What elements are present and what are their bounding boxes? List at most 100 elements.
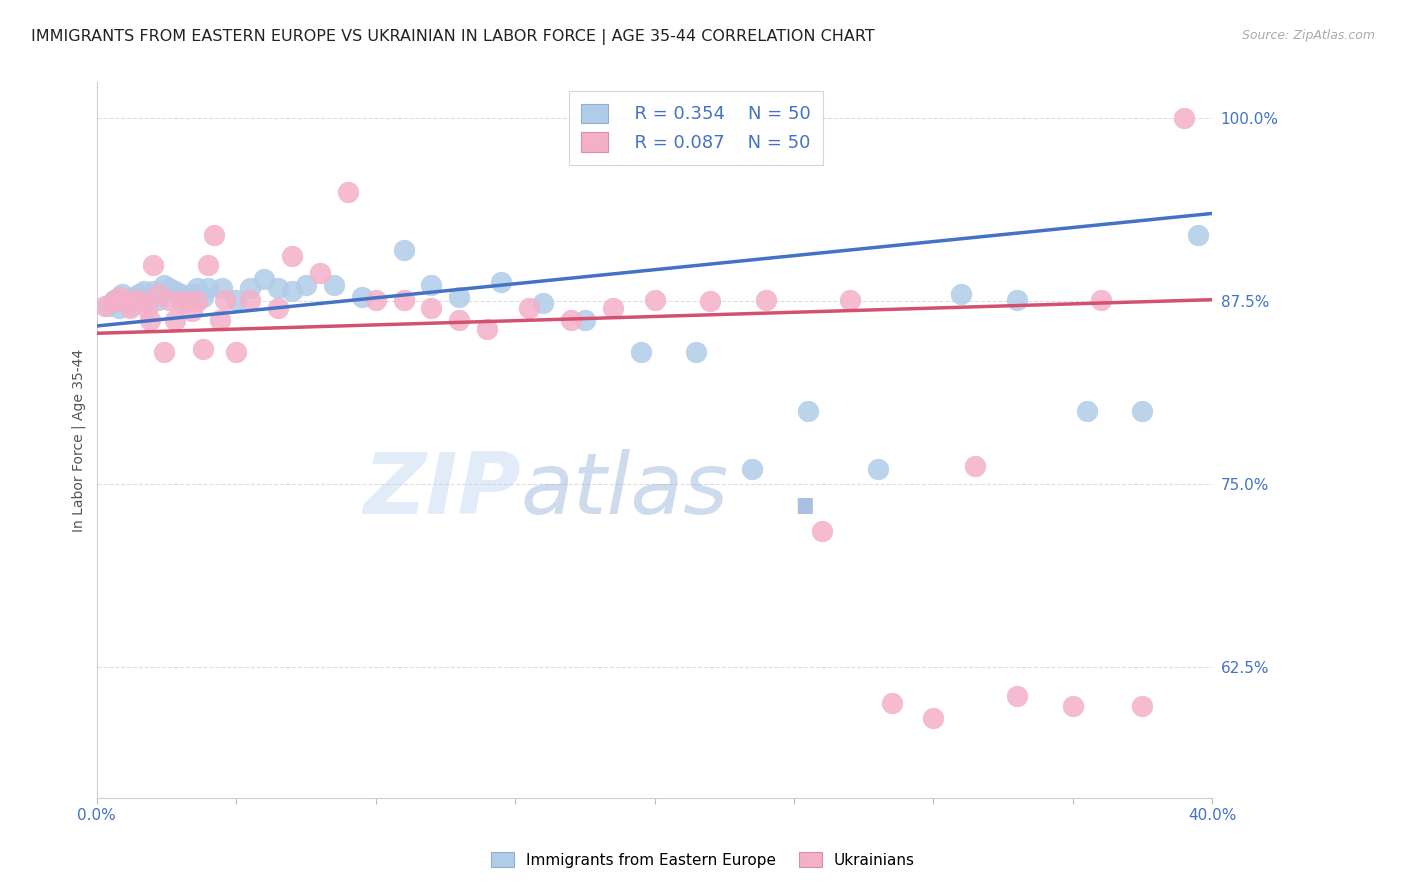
Point — [267, 301, 290, 316]
Point — [225, 345, 247, 359]
Point — [309, 266, 332, 280]
Point — [392, 243, 415, 257]
Legend:   R = 0.354    N = 50,   R = 0.087    N = 50: R = 0.354 N = 50, R = 0.087 N = 50 — [569, 91, 824, 165]
Point — [350, 290, 373, 304]
Point — [741, 462, 763, 476]
Point — [477, 322, 499, 336]
Point — [122, 290, 145, 304]
Point — [120, 301, 142, 316]
Y-axis label: In Labor Force | Age 35-44: In Labor Force | Age 35-44 — [72, 349, 86, 532]
Point — [103, 293, 125, 307]
Point — [139, 290, 162, 304]
Point — [1005, 293, 1028, 307]
Point — [281, 249, 304, 263]
Point — [174, 294, 197, 309]
Point — [336, 185, 359, 199]
Text: atlas: atlas — [520, 449, 728, 532]
Point — [128, 286, 150, 301]
Point — [1173, 112, 1195, 126]
Point — [163, 313, 186, 327]
Point — [1132, 403, 1154, 417]
Point — [950, 286, 973, 301]
Point — [186, 281, 208, 295]
Point — [125, 294, 148, 309]
Point — [489, 275, 512, 289]
Point — [685, 345, 707, 359]
Point — [239, 281, 262, 295]
Point — [142, 284, 165, 298]
Point — [602, 301, 624, 316]
Point — [103, 294, 125, 309]
Point — [131, 293, 153, 307]
Point — [197, 281, 219, 295]
Point — [1062, 698, 1084, 713]
Point — [131, 294, 153, 309]
Point — [152, 345, 174, 359]
Text: Source: ZipAtlas.com: Source: ZipAtlas.com — [1241, 29, 1375, 42]
Point — [120, 299, 142, 313]
Point — [644, 293, 666, 307]
Point — [1005, 689, 1028, 703]
Point — [169, 294, 191, 309]
Point — [420, 278, 443, 293]
Point — [97, 299, 120, 313]
Point — [449, 313, 471, 327]
Point — [108, 301, 131, 316]
Point — [214, 293, 236, 307]
Point — [125, 293, 148, 307]
Point — [295, 278, 318, 293]
Point — [157, 281, 180, 295]
Point — [392, 293, 415, 307]
Point — [142, 258, 165, 272]
Point — [139, 313, 162, 327]
Point — [281, 284, 304, 298]
Point — [148, 286, 170, 301]
Point — [108, 290, 131, 304]
Point — [922, 711, 945, 725]
Point — [574, 313, 596, 327]
Text: IMMIGRANTS FROM EASTERN EUROPE VS UKRAINIAN IN LABOR FORCE | AGE 35-44 CORRELATI: IMMIGRANTS FROM EASTERN EUROPE VS UKRAIN… — [31, 29, 875, 45]
Point — [197, 258, 219, 272]
Point — [811, 524, 834, 538]
Point — [180, 304, 202, 318]
Point — [420, 301, 443, 316]
Point — [208, 313, 231, 327]
Point — [253, 272, 276, 286]
Point — [1090, 293, 1112, 307]
Point — [1076, 403, 1098, 417]
Legend: Immigrants from Eastern Europe, Ukrainians: Immigrants from Eastern Europe, Ukrainia… — [485, 846, 921, 873]
Point — [755, 293, 778, 307]
Point — [364, 293, 387, 307]
Point — [157, 293, 180, 307]
Point — [560, 313, 582, 327]
Point — [117, 293, 139, 307]
Point — [111, 286, 134, 301]
Point — [531, 295, 554, 310]
Point — [174, 290, 197, 304]
Point — [838, 293, 860, 307]
Point — [211, 281, 233, 295]
Point — [1187, 228, 1209, 243]
Point — [94, 299, 117, 313]
Point — [866, 462, 889, 476]
Point — [267, 281, 290, 295]
Point — [965, 459, 987, 474]
Point — [517, 301, 540, 316]
Point — [797, 403, 820, 417]
Point — [163, 284, 186, 298]
Point — [699, 294, 721, 309]
Text: .: . — [789, 449, 821, 532]
Point — [630, 345, 652, 359]
Point — [202, 228, 225, 243]
Point — [191, 290, 214, 304]
Point — [169, 286, 191, 301]
Point — [152, 278, 174, 293]
Point — [114, 294, 136, 309]
Point — [191, 343, 214, 357]
Point — [880, 696, 903, 710]
Point — [449, 290, 471, 304]
Text: ZIP: ZIP — [363, 449, 520, 532]
Point — [148, 293, 170, 307]
Point — [136, 301, 159, 316]
Point — [1132, 698, 1154, 713]
